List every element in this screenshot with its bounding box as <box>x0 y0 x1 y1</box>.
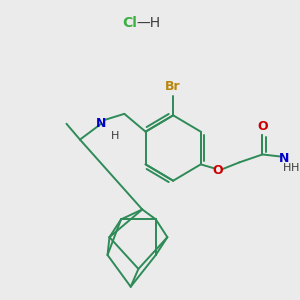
Text: O: O <box>213 164 224 177</box>
Text: O: O <box>257 120 268 133</box>
Text: H: H <box>110 130 119 141</box>
Text: N: N <box>278 152 289 165</box>
Text: H: H <box>282 163 291 173</box>
Text: Br: Br <box>165 80 181 93</box>
Text: —H: —H <box>136 16 160 30</box>
Text: H: H <box>291 163 299 173</box>
Text: N: N <box>96 117 106 130</box>
Text: Cl: Cl <box>122 16 137 30</box>
